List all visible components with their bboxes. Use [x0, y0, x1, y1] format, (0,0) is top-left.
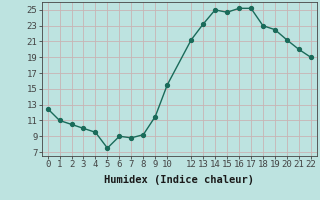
X-axis label: Humidex (Indice chaleur): Humidex (Indice chaleur) — [104, 175, 254, 185]
